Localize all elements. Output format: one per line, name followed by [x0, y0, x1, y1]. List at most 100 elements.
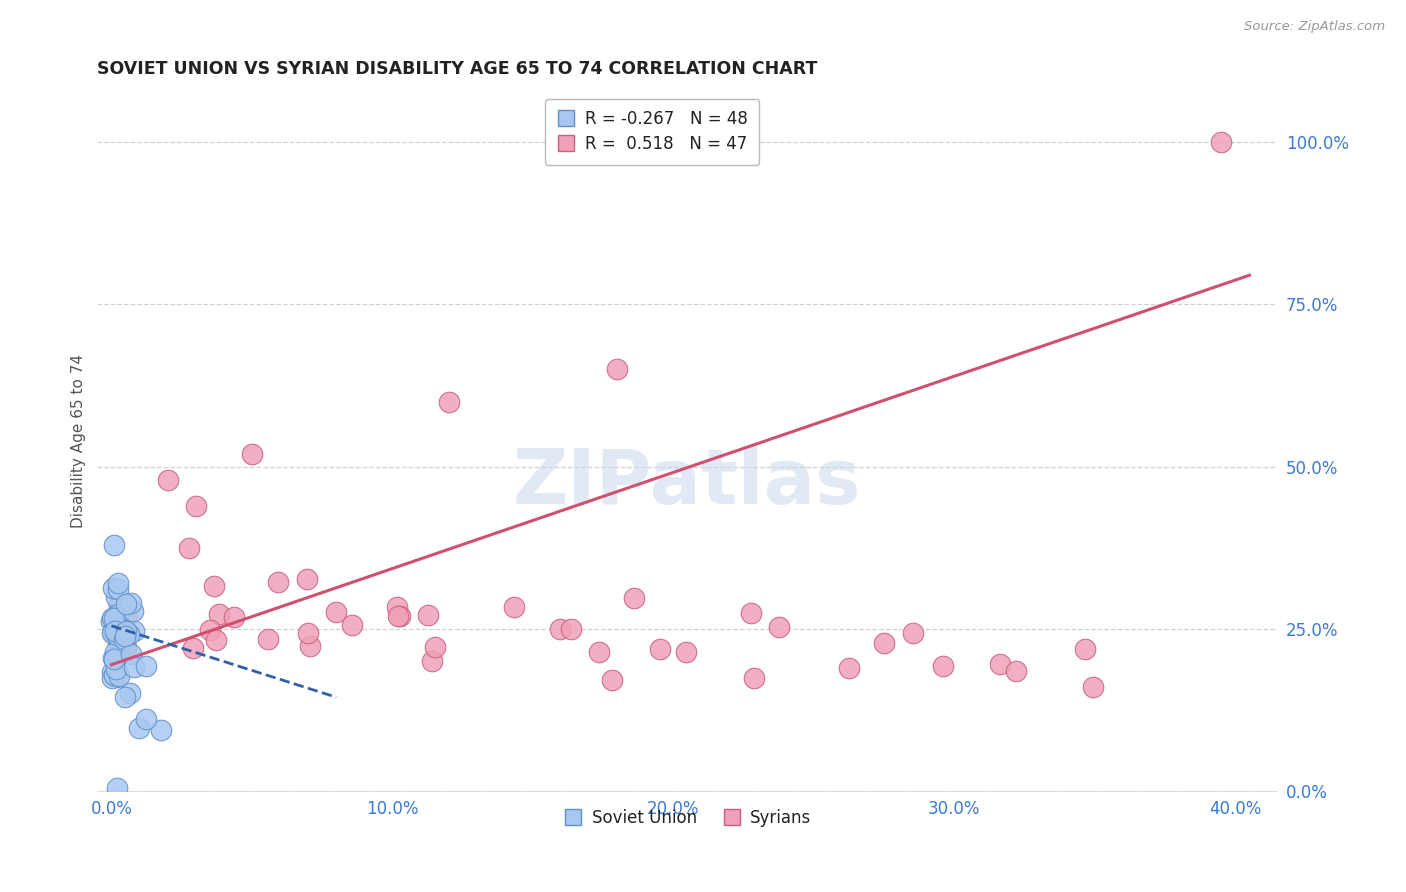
Point — [122, 624, 145, 639]
Point — [385, 599, 408, 614]
Point — [128, 721, 150, 735]
Point — [202, 579, 225, 593]
Point — [932, 659, 955, 673]
Point — [114, 690, 136, 705]
Point — [114, 632, 136, 646]
Point — [623, 591, 645, 605]
Point — [107, 621, 129, 635]
Point — [901, 625, 924, 640]
Point — [103, 625, 125, 640]
Point — [177, 541, 200, 555]
Point — [256, 632, 278, 647]
Point — [108, 607, 131, 622]
Point — [205, 632, 228, 647]
Point — [420, 654, 443, 668]
Point — [117, 627, 139, 641]
Point — [118, 686, 141, 700]
Point — [740, 607, 762, 621]
Point — [675, 645, 697, 659]
Point — [588, 645, 610, 659]
Point — [108, 631, 131, 645]
Point — [120, 647, 142, 661]
Point — [387, 609, 409, 624]
Point — [114, 624, 136, 638]
Point — [650, 642, 672, 657]
Point — [105, 628, 128, 642]
Point — [100, 665, 122, 680]
Point — [107, 635, 129, 649]
Point — [115, 598, 138, 612]
Point — [873, 635, 896, 649]
Point — [1005, 664, 1028, 678]
Point — [103, 611, 125, 625]
Point — [122, 604, 145, 618]
Point — [101, 651, 124, 665]
Point — [101, 611, 124, 625]
Point — [135, 712, 157, 726]
Point — [122, 660, 145, 674]
Point — [156, 473, 179, 487]
Point — [100, 615, 122, 629]
Point — [107, 575, 129, 590]
Point — [105, 662, 128, 676]
Point — [297, 625, 319, 640]
Point — [184, 499, 207, 513]
Point — [744, 672, 766, 686]
Point — [198, 623, 221, 637]
Point — [108, 598, 131, 612]
Point — [423, 640, 446, 655]
Point — [988, 657, 1011, 671]
Point — [1211, 135, 1233, 149]
Text: SOVIET UNION VS SYRIAN DISABILITY AGE 65 TO 74 CORRELATION CHART: SOVIET UNION VS SYRIAN DISABILITY AGE 65… — [97, 60, 818, 78]
Point — [114, 640, 136, 655]
Point — [207, 607, 229, 621]
Point — [107, 607, 129, 622]
Point — [103, 538, 125, 552]
Point — [297, 572, 319, 586]
Point — [768, 620, 790, 634]
Point — [1081, 680, 1104, 694]
Point — [105, 619, 128, 633]
Point — [105, 780, 128, 795]
Point — [560, 622, 582, 636]
Point — [101, 581, 124, 595]
Point — [838, 661, 860, 675]
Point — [325, 605, 347, 619]
Point — [101, 623, 124, 637]
Point — [388, 609, 411, 624]
Point — [115, 608, 138, 623]
Point — [298, 639, 321, 653]
Point — [437, 394, 460, 409]
Point — [606, 362, 628, 376]
Point — [114, 629, 136, 643]
Point — [416, 607, 439, 622]
Point — [240, 447, 263, 461]
Point — [100, 671, 122, 685]
Point — [135, 658, 157, 673]
Legend: Soviet Union, Syrians: Soviet Union, Syrians — [557, 802, 818, 833]
Point — [107, 582, 129, 596]
Text: Source: ZipAtlas.com: Source: ZipAtlas.com — [1244, 20, 1385, 33]
Point — [1073, 641, 1095, 656]
Point — [103, 652, 125, 666]
Point — [104, 645, 127, 659]
Point — [104, 670, 127, 684]
Point — [149, 723, 172, 738]
Point — [222, 610, 245, 624]
Point — [267, 575, 290, 590]
Point — [107, 669, 129, 683]
Point — [101, 625, 124, 640]
Point — [120, 596, 142, 610]
Point — [104, 591, 127, 605]
Point — [103, 668, 125, 682]
Point — [548, 622, 571, 636]
Point — [108, 642, 131, 657]
Point — [502, 599, 524, 614]
Point — [104, 624, 127, 638]
Text: ZIPatlas: ZIPatlas — [513, 446, 862, 520]
Point — [100, 626, 122, 640]
Point — [600, 673, 623, 687]
Point — [181, 640, 204, 655]
Y-axis label: Disability Age 65 to 74: Disability Age 65 to 74 — [72, 354, 86, 528]
Point — [340, 617, 363, 632]
